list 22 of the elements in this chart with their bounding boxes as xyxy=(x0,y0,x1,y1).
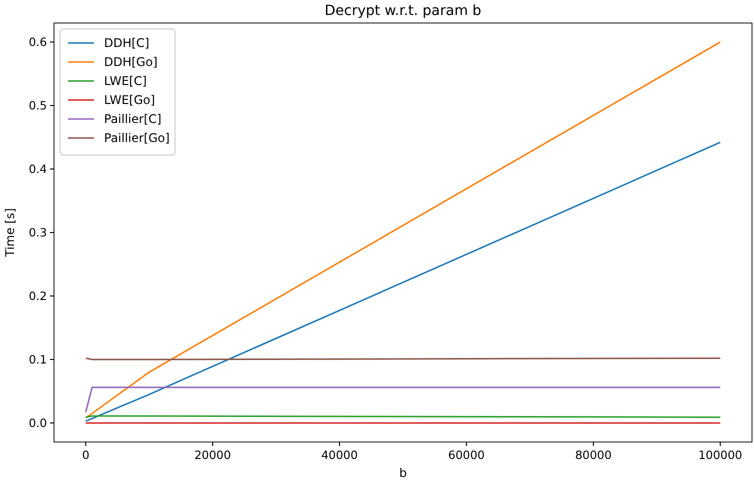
x-tick-label: 80000 xyxy=(575,448,612,462)
y-tick-label: 0.6 xyxy=(28,35,47,50)
x-tick-label: 60000 xyxy=(448,448,485,462)
y-tick-label: 0.3 xyxy=(28,226,47,240)
x-tick-label: 40000 xyxy=(321,448,358,462)
legend-label: LWE[C] xyxy=(104,74,147,88)
y-tick-label: 0.2 xyxy=(28,288,47,303)
x-axis-title: b xyxy=(399,466,407,480)
x-tick-label: 100000 xyxy=(698,448,742,462)
x-tick-label: 20000 xyxy=(194,448,231,462)
legend-label: LWE[Go] xyxy=(104,93,156,107)
chart-title: Decrypt w.r.t. param b xyxy=(324,3,482,19)
legend-label: Paillier[C] xyxy=(104,112,162,126)
legend-label: DDH[Go] xyxy=(104,55,158,69)
x-tick-label: 0 xyxy=(82,448,90,462)
y-tick-label: 0.4 xyxy=(28,162,47,176)
y-tick-label: 0.1 xyxy=(28,352,47,366)
y-axis-title: Time [s] xyxy=(3,208,17,258)
legend-label: Paillier[Go] xyxy=(104,131,170,145)
legend-label: DDH[C] xyxy=(104,36,150,50)
y-tick-label: 0.5 xyxy=(28,98,47,113)
y-tick-label: 0.0 xyxy=(28,416,47,430)
